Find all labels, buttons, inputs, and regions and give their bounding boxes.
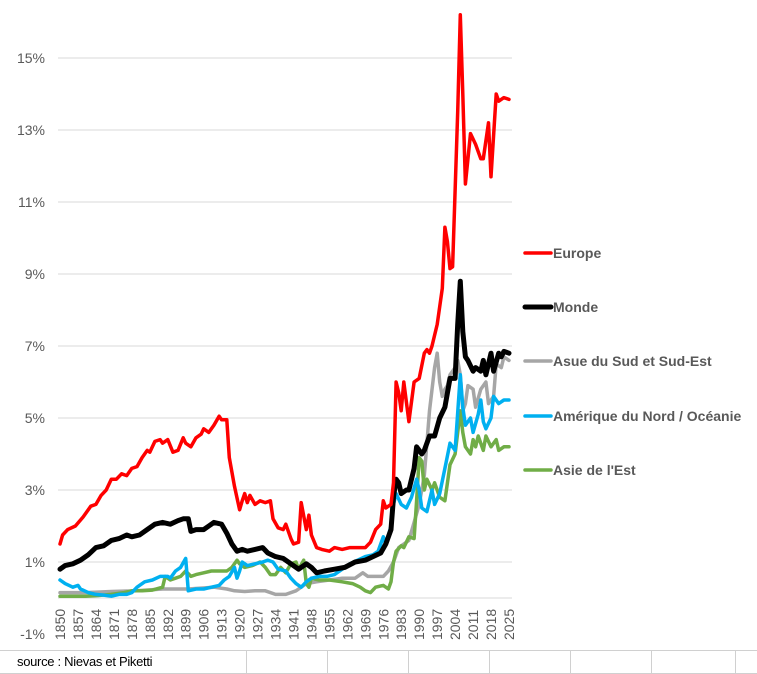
x-tick-label: 1871 — [106, 609, 122, 640]
legend-label: Amérique du Nord / Océanie — [553, 408, 741, 424]
x-tick-label: 1885 — [142, 609, 158, 640]
series-line-monde — [57, 278, 512, 576]
legend-label: Europe — [553, 245, 601, 261]
x-tick-label: 2011 — [465, 610, 481, 640]
x-tick-label: 2025 — [501, 609, 517, 640]
x-tick-label: 1983 — [393, 609, 409, 640]
legend-label: Monde — [553, 299, 598, 315]
y-tick-label: 3% — [25, 482, 45, 498]
y-tick-label: 9% — [25, 266, 45, 282]
series-line-asie-de-l-est — [58, 409, 511, 598]
series-line-am-rique-du-nord-oc-anie — [58, 373, 511, 598]
line-chart: -1%1%3%5%7%9%11%13%15% 1850 1857 1864 1871 1… — [17, 13, 741, 642]
sheet-cell-divider — [408, 651, 409, 673]
legend-item: Amérique du Nord / Océanie — [523, 408, 741, 424]
x-axis-tick-labels: 1850 1857 1864 1871 1878 1885 1892 1899 1906 1913… — [52, 609, 517, 640]
x-tick-label: 1969 — [357, 609, 373, 640]
x-tick-label: 1962 — [339, 609, 355, 640]
y-tick-label: 11% — [18, 194, 45, 210]
x-tick-label: 1906 — [196, 609, 212, 640]
legend-item: Asie de l'Est — [523, 462, 636, 478]
sheet-cell-divider — [246, 651, 247, 673]
x-tick-label: 1913 — [214, 609, 230, 640]
y-tick-label: 7% — [25, 338, 45, 354]
sheet-cell-divider — [735, 651, 736, 673]
x-tick-label: 1955 — [321, 609, 337, 640]
y-tick-label: 13% — [17, 122, 45, 138]
x-tick-label: 1892 — [160, 609, 176, 640]
x-tick-label: 1899 — [178, 609, 194, 640]
sheet-cell-divider — [489, 651, 490, 673]
legend-item: Asue du Sud et Sud-Est — [523, 353, 712, 369]
y-tick-label: -1% — [20, 626, 45, 642]
x-tick-label: 2004 — [447, 609, 463, 640]
legend-label: Asue du Sud et Sud-Est — [553, 353, 712, 369]
y-axis-tick-labels: -1% 1% 3% 5% 7% 9% 11% 13% 15% — [17, 50, 45, 642]
legend-label: Asie de l'Est — [553, 462, 636, 478]
x-tick-label: 1857 — [70, 609, 86, 640]
x-tick-label: 1990 — [411, 609, 427, 640]
legend: Europe Monde Asue du Sud et Sud-Est Amériqu… — [522, 245, 741, 478]
x-tick-label: 1948 — [303, 609, 319, 640]
sheet-cell-divider — [651, 651, 652, 673]
x-tick-label: 1927 — [250, 609, 266, 640]
y-tick-label: 5% — [25, 410, 45, 426]
x-tick-label: 1920 — [232, 609, 248, 640]
x-tick-label: 1997 — [429, 609, 445, 640]
x-tick-label: 1976 — [375, 609, 391, 640]
legend-item: Europe — [523, 245, 601, 261]
legend-item: Monde — [522, 299, 598, 315]
x-tick-label: 1934 — [268, 609, 284, 640]
sheet-cell-divider — [327, 651, 328, 673]
gridlines — [58, 57, 512, 599]
y-tick-label: 15% — [17, 50, 45, 66]
x-tick-label: 2018 — [483, 609, 499, 640]
x-tick-label: 1878 — [124, 609, 140, 640]
source-footer-row: source : Nievas et Piketti — [0, 650, 757, 674]
sheet-cell-divider — [570, 651, 571, 673]
x-tick-label: 1850 — [52, 609, 68, 640]
x-tick-label: 1864 — [88, 609, 104, 640]
y-tick-label: 1% — [25, 554, 45, 570]
series-line-europe — [58, 13, 511, 553]
series-lines — [57, 13, 512, 598]
source-label: source : Nievas et Piketti — [17, 654, 153, 669]
x-tick-label: 1941 — [285, 609, 301, 640]
